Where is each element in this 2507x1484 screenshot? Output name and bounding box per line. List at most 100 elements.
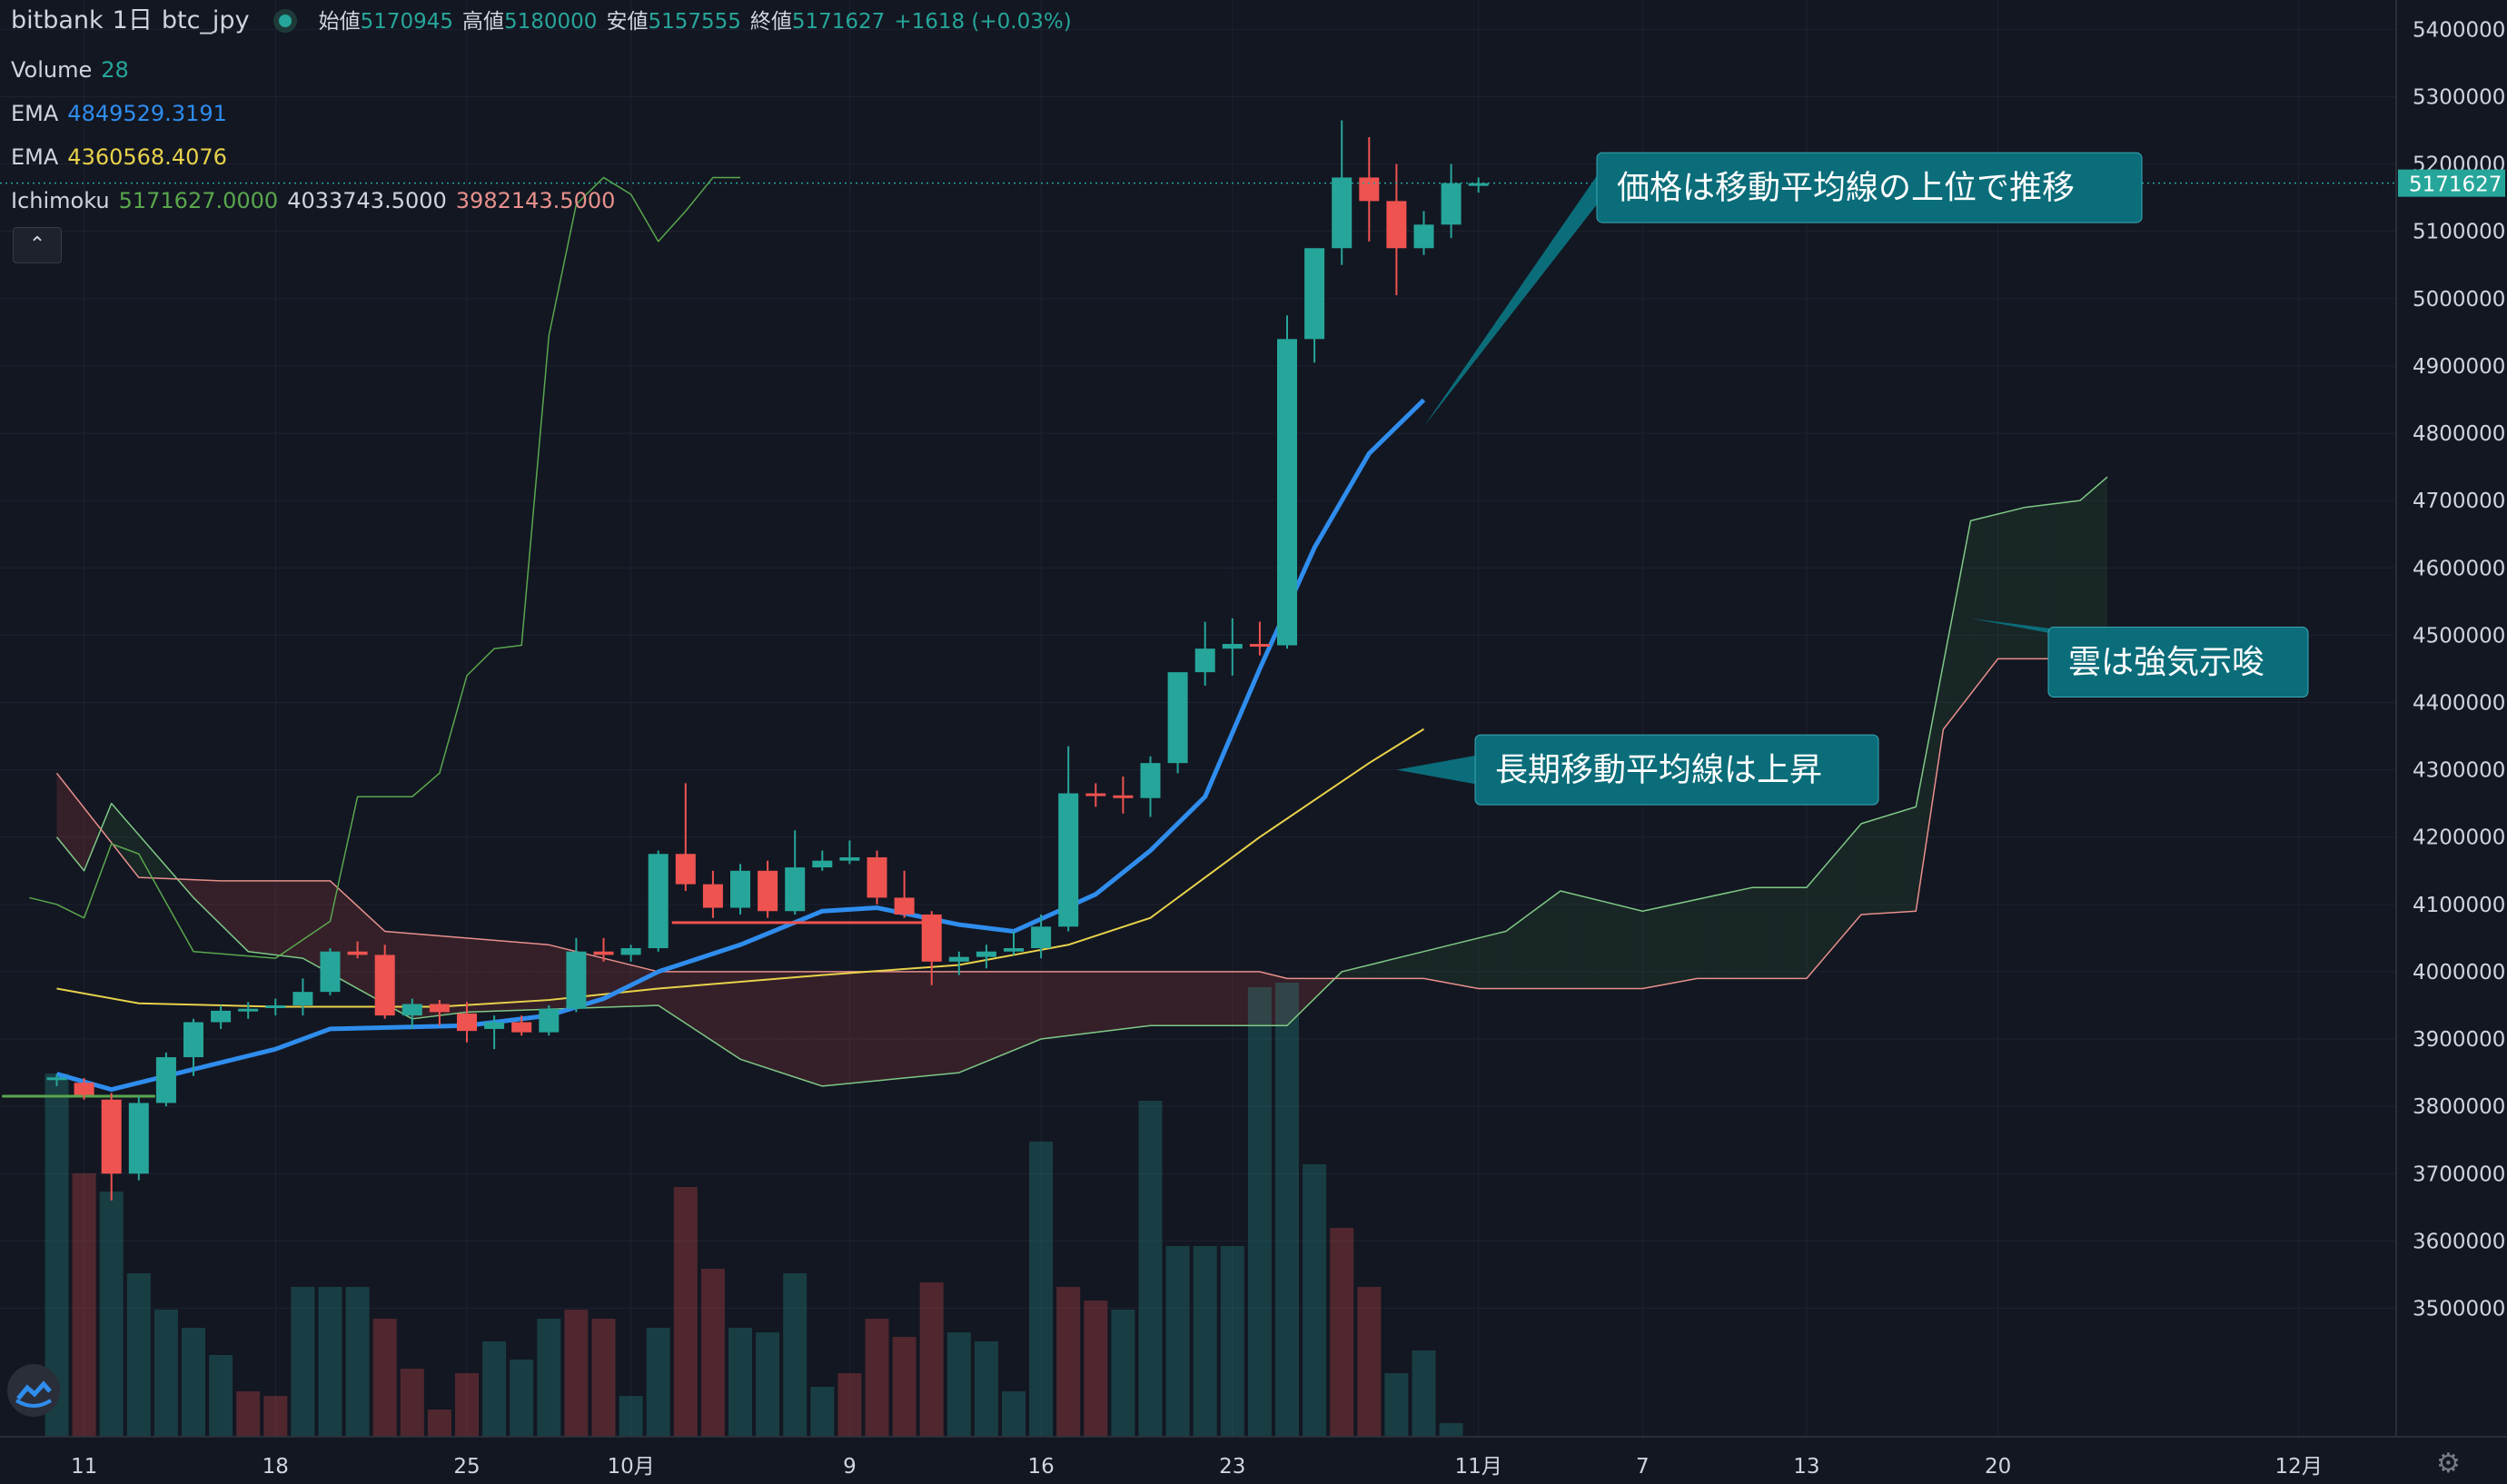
cloud-segment (2079, 494, 2087, 659)
cloud-segment (842, 971, 850, 1084)
time-axis-background (0, 1437, 2507, 1484)
cloud-segment (1759, 887, 1766, 979)
collapse-legend-button[interactable]: ⌃ (13, 227, 62, 263)
cloud-segment (966, 971, 973, 1071)
volume-bar (510, 1360, 534, 1437)
candle-body (1359, 177, 1380, 202)
candle-body (292, 992, 313, 1005)
interval[interactable]: 1日 (112, 6, 153, 35)
price-change: +1618 (+0.03%) (894, 10, 1072, 34)
cloud-segment (2018, 507, 2026, 659)
cloud-segment (931, 971, 939, 1076)
volume-bar (1357, 1287, 1382, 1437)
cloud-segment (938, 971, 946, 1075)
cloud-segment (446, 936, 453, 1015)
volume-bar (700, 1269, 725, 1437)
volume-bar (427, 1410, 451, 1437)
cloud-segment (1184, 971, 1192, 1026)
cloud-segment (295, 880, 303, 959)
cloud-segment (1123, 971, 1130, 1029)
ichimoku-legend[interactable]: Ichimoku 5171627.0000 4033743.5000 3982143.… (11, 188, 616, 213)
volume-bar (263, 1396, 288, 1437)
cloud-segment (1212, 971, 1219, 1026)
cloud-segment (877, 971, 885, 1081)
volume-bar (236, 1391, 261, 1437)
cloud-segment (1765, 887, 1773, 979)
gear-icon[interactable]: ⚙ (2436, 1448, 2461, 1479)
cloud-segment (1649, 907, 1657, 988)
callout-text: 雲は強気示唆 (2068, 644, 2264, 681)
cloud-segment (500, 940, 509, 1012)
cloud-segment (1225, 971, 1233, 1026)
cloud-segment (1792, 887, 1800, 979)
price-tick-label: 3900000 (2413, 1028, 2505, 1052)
ema-slow-legend[interactable]: EMA 4360568.4076 (11, 144, 227, 170)
cloud-segment (1369, 963, 1376, 979)
cloud-segment (1834, 847, 1841, 947)
cloud-segment (535, 944, 542, 1010)
cloud-segment (2100, 477, 2107, 659)
volume-bar (756, 1332, 780, 1437)
volume-legend[interactable]: Volume 28 (11, 57, 129, 83)
cloud-segment (2005, 510, 2012, 659)
cloud-segment (221, 880, 228, 932)
cloud-segment (1245, 971, 1254, 1026)
cloud-segment (1718, 893, 1725, 979)
candle-body (867, 856, 887, 898)
volume-bar (400, 1369, 424, 1437)
cloud-segment (699, 971, 707, 1037)
ichimoku-span-a-line (55, 476, 2108, 1087)
candlestick-series[interactable] (0, 120, 2396, 1201)
volume-bar (1247, 987, 1272, 1437)
cloud-segment (651, 970, 659, 1006)
tradingview-logo-icon[interactable] (7, 1364, 60, 1417)
candle-body (1140, 763, 1161, 798)
cloud-segment (1519, 915, 1527, 989)
candle-body (401, 1004, 422, 1016)
cloud-segment (213, 880, 222, 925)
cloud-segment (801, 971, 809, 1082)
cloud-segment (890, 971, 898, 1080)
symbol-header[interactable]: bitbank 1日 btc_jpy 始値5170945 高値5180000 安値5157… (11, 5, 1090, 37)
volume-bar (72, 1173, 96, 1437)
volume-bar (974, 1341, 998, 1437)
cloud-segment (1301, 978, 1308, 1013)
cloud-segment (411, 933, 420, 1019)
candle-body (128, 1103, 149, 1174)
cloud-segment (1710, 895, 1719, 979)
volume-bar (209, 1355, 233, 1437)
candle-body (155, 1057, 176, 1103)
ema-fast-legend[interactable]: EMA 4849529.3191 (11, 101, 227, 126)
cloud-segment (617, 961, 625, 1007)
cloud-segment (1485, 935, 1492, 989)
symbol-name[interactable]: btc_jpy (161, 6, 250, 35)
cloud-segment (1348, 968, 1356, 979)
price-tick-label: 4000000 (2413, 961, 2505, 984)
cloud-segment (1683, 900, 1690, 982)
cloud-segment (1840, 839, 1848, 939)
ichimoku-cloud (56, 477, 2107, 1086)
time-axis[interactable]: 11 18 25 10月 9 16 23 11月 7 13 20 12月 (0, 1436, 2507, 1484)
cloud-segment (774, 971, 782, 1073)
annotation-callout[interactable]: 長期移動平均線は上昇 (1396, 734, 1879, 806)
cloud-segment (671, 971, 679, 1019)
cloud-segment (124, 818, 133, 869)
cloud-segment (405, 933, 412, 1019)
cloud-segment (1198, 971, 1205, 1026)
cloud-segment (419, 934, 426, 1018)
annotation-callout[interactable]: 雲は強気示唆 (1970, 618, 2309, 698)
cloud-segment (1827, 856, 1834, 955)
price-axis[interactable]: 3500000 3600000 3700000 3800000 3900000 40000… (2395, 0, 2507, 1484)
cloud-segment (2066, 501, 2074, 659)
candle-body (1277, 339, 1297, 646)
price-tick-label: 4100000 (2413, 894, 2505, 917)
cloud-segment (1136, 971, 1144, 1028)
cloud-segment (1848, 831, 1855, 931)
cloud-segment (1854, 823, 1862, 923)
volume-bar (291, 1287, 315, 1437)
cloud-segment (1574, 894, 1581, 989)
cloud-segment (1949, 592, 1957, 721)
annotation-callout[interactable]: 価格は移動平均線の上位で推移 (1423, 152, 2143, 427)
